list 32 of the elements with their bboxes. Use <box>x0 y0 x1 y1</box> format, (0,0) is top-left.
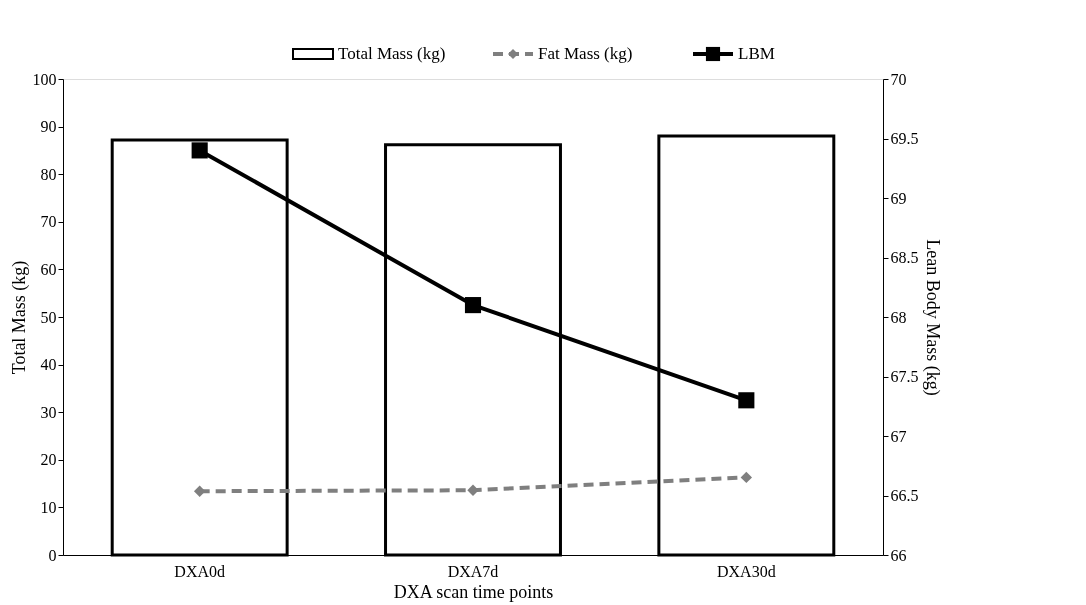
y2-tick-label: 68.5 <box>890 249 919 266</box>
y2-tick-label: 69 <box>890 189 907 207</box>
y2-axis-title: Lean Body Mass (kg) <box>921 239 943 396</box>
legend-label: Total Mass (kg) <box>338 44 446 63</box>
y-tick-label: 10 <box>40 498 57 516</box>
y2-tick-label: 68 <box>890 308 907 326</box>
point <box>191 142 208 159</box>
y-tick-label: 80 <box>40 165 57 183</box>
y2-tick-label: 67 <box>890 427 907 445</box>
y-tick-label: 30 <box>40 403 57 421</box>
y-tick-label: 70 <box>40 213 57 231</box>
y2-tick-label: 66 <box>890 546 907 564</box>
y2-tick-label: 69.5 <box>890 130 919 147</box>
x-tick-label: DXA0d <box>174 562 225 580</box>
legend-label: Fat Mass (kg) <box>538 44 633 63</box>
legend-label: LBM <box>738 44 775 63</box>
y-tick-label: 100 <box>32 70 57 88</box>
y-tick-label: 60 <box>40 260 57 278</box>
point <box>738 392 755 409</box>
y2-tick-label: 70 <box>890 70 907 88</box>
x-tick-label: DXA7d <box>447 562 499 580</box>
y2-tick-label: 66.5 <box>890 487 919 504</box>
x-tick-label: DXA30d <box>717 562 776 580</box>
y-tick-label: 50 <box>40 308 57 326</box>
y-axis-title: Total Mass (kg) <box>8 260 30 375</box>
point <box>464 297 482 314</box>
y-tick-label: 0 <box>48 546 57 564</box>
y-tick-label: 40 <box>40 356 57 374</box>
x-axis-title: DXA scan time points <box>393 581 554 602</box>
y2-tick-label: 67.5 <box>890 368 919 385</box>
y-tick-label: 90 <box>40 118 57 136</box>
y-tick-label: 20 <box>40 451 57 469</box>
